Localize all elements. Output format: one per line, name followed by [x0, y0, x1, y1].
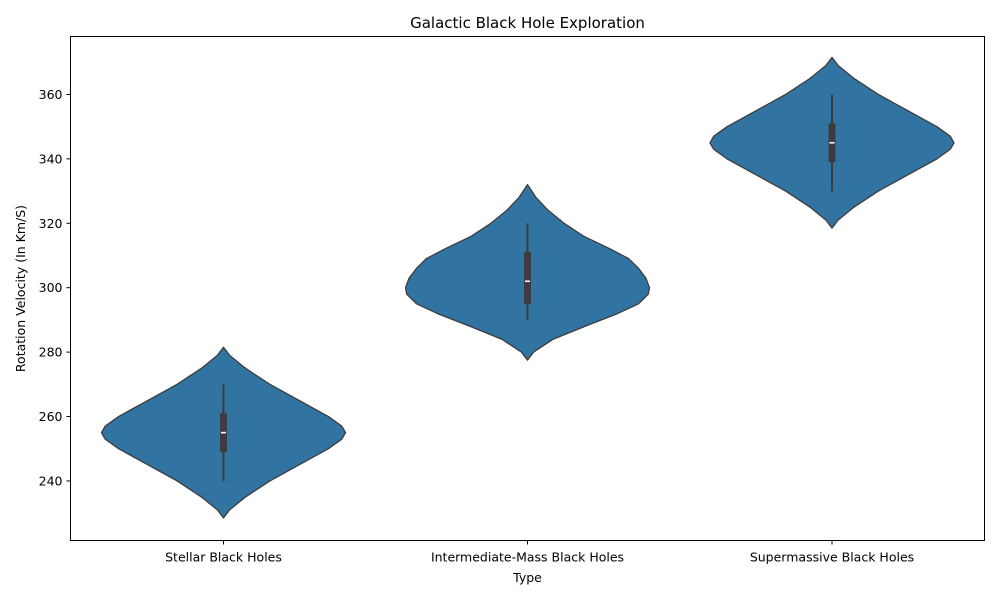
x-tick-label: Stellar Black Holes — [165, 550, 282, 565]
iqr-box — [524, 252, 531, 304]
y-tick-label: 300 — [39, 280, 63, 295]
y-tick-label: 360 — [39, 87, 63, 102]
violins-layer — [100, 56, 955, 519]
y-tick-label: 240 — [39, 473, 63, 488]
y-tick-label: 280 — [39, 345, 63, 360]
chart-title: Galactic Black Hole Exploration — [410, 14, 645, 32]
x-axis-label: Type — [512, 570, 542, 585]
violin-2 — [404, 183, 651, 361]
y-tick-label: 260 — [39, 409, 63, 424]
x-tick-label: Supermassive Black Holes — [750, 550, 914, 565]
x-tick-label: Intermediate-Mass Black Holes — [431, 550, 624, 565]
violin-1 — [100, 346, 347, 519]
violin-3 — [709, 56, 955, 229]
y-tick-label: 320 — [39, 216, 63, 231]
y-axis: 240 260 280 300 320 340 360 — [39, 87, 71, 488]
y-axis-label: Rotation Velocity (In Km/S) — [13, 205, 28, 372]
x-axis: Stellar Black Holes Intermediate-Mass Bla… — [165, 540, 914, 565]
y-tick-label: 340 — [39, 151, 63, 166]
